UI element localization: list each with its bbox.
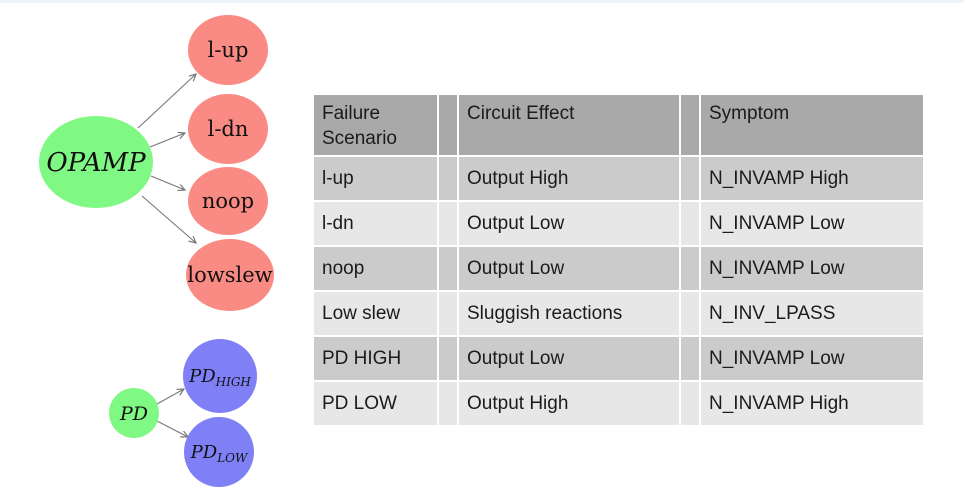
cell-symptom: N_INVAMP Low bbox=[701, 337, 923, 380]
cell-scenario: l-up bbox=[314, 157, 437, 200]
cell-effect: Output Low bbox=[459, 247, 679, 290]
cell-effect: Output Low bbox=[459, 202, 679, 245]
pdlow-circle bbox=[184, 417, 254, 487]
header-spacer-2 bbox=[681, 95, 699, 155]
cell-effect: Output Low bbox=[459, 337, 679, 380]
noop-node: noop bbox=[188, 167, 268, 235]
noop-ellipse bbox=[188, 167, 268, 235]
pd-label: PD bbox=[119, 403, 148, 425]
top-accent-bar bbox=[0, 0, 964, 3]
cell-scenario: l-dn bbox=[314, 202, 437, 245]
pdhigh-label-main: PD bbox=[188, 366, 216, 387]
pdhigh-label-sub: HIGH bbox=[215, 375, 252, 389]
cell-symptom: N_INVAMP High bbox=[701, 382, 923, 425]
opamp-label: OPAMP bbox=[46, 148, 146, 178]
cell-effect: Output High bbox=[459, 157, 679, 200]
pdhigh-circle bbox=[183, 339, 257, 413]
pdlow-label: PDLOW bbox=[190, 442, 249, 465]
pdlow-label-main: PD bbox=[190, 442, 218, 463]
cell-spacer bbox=[681, 382, 699, 425]
edge-opamp-lup bbox=[137, 74, 196, 129]
cell-spacer bbox=[681, 202, 699, 245]
cell-spacer bbox=[681, 157, 699, 200]
lowslew-node: lowslew bbox=[186, 239, 274, 311]
cell-spacer bbox=[439, 337, 457, 380]
cell-symptom: N_INVAMP Low bbox=[701, 202, 923, 245]
pdhigh-node: PDHIGH bbox=[183, 339, 257, 413]
header-spacer-1 bbox=[439, 95, 457, 155]
header-failure-scenario: Failure Scenario bbox=[314, 95, 437, 155]
lup-node: l-up bbox=[188, 15, 268, 85]
lup-label: l-up bbox=[208, 38, 249, 62]
edge-pd-pdlow bbox=[156, 420, 188, 437]
cell-spacer bbox=[439, 157, 457, 200]
lowslew-ellipse bbox=[186, 239, 274, 311]
cell-spacer bbox=[439, 202, 457, 245]
cell-effect: Sluggish reactions bbox=[459, 292, 679, 335]
edge-opamp-lowslew bbox=[141, 195, 196, 243]
opamp-root-node: OPAMP bbox=[39, 116, 153, 208]
cell-spacer bbox=[681, 247, 699, 290]
cell-effect: Output High bbox=[459, 382, 679, 425]
header-symptom: Symptom bbox=[701, 95, 923, 155]
cell-spacer bbox=[439, 382, 457, 425]
pd-root-node: PD bbox=[109, 388, 159, 438]
header-circuit-effect: Circuit Effect bbox=[459, 95, 679, 155]
cell-symptom: N_INVAMP High bbox=[701, 157, 923, 200]
cell-symptom: N_INVAMP Low bbox=[701, 247, 923, 290]
pd-circle bbox=[109, 388, 159, 438]
cell-spacer bbox=[681, 292, 699, 335]
fault-tree-diagram: OPAMP l-up l-dn noop lowslew PD PDHIGH P… bbox=[39, 15, 274, 487]
cell-scenario: PD HIGH bbox=[314, 337, 437, 380]
lowslew-label: lowslew bbox=[187, 263, 272, 287]
ldn-node: l-dn bbox=[188, 94, 268, 164]
cell-spacer bbox=[439, 292, 457, 335]
cell-scenario: Low slew bbox=[314, 292, 437, 335]
lup-ellipse bbox=[188, 15, 268, 85]
noop-label: noop bbox=[202, 189, 254, 213]
cell-symptom: N_INV_LPASS bbox=[701, 292, 923, 335]
cell-scenario: noop bbox=[314, 247, 437, 290]
cell-spacer bbox=[439, 247, 457, 290]
ldn-ellipse bbox=[188, 94, 268, 164]
failure-scenario-table: Failure Scenario Circuit Effect Symptom … bbox=[314, 95, 923, 425]
cell-spacer bbox=[681, 337, 699, 380]
cell-scenario: PD LOW bbox=[314, 382, 437, 425]
opamp-ellipse bbox=[39, 116, 153, 208]
edge-opamp-ldn bbox=[149, 133, 185, 148]
ldn-label: l-dn bbox=[208, 117, 249, 141]
pdhigh-label: PDHIGH bbox=[188, 366, 251, 389]
edge-opamp-noop bbox=[150, 175, 185, 190]
diagram-edges bbox=[137, 74, 196, 437]
pdlow-label-sub: LOW bbox=[216, 451, 249, 465]
pdlow-node: PDLOW bbox=[184, 417, 254, 487]
edge-pd-pdhigh bbox=[156, 389, 184, 405]
